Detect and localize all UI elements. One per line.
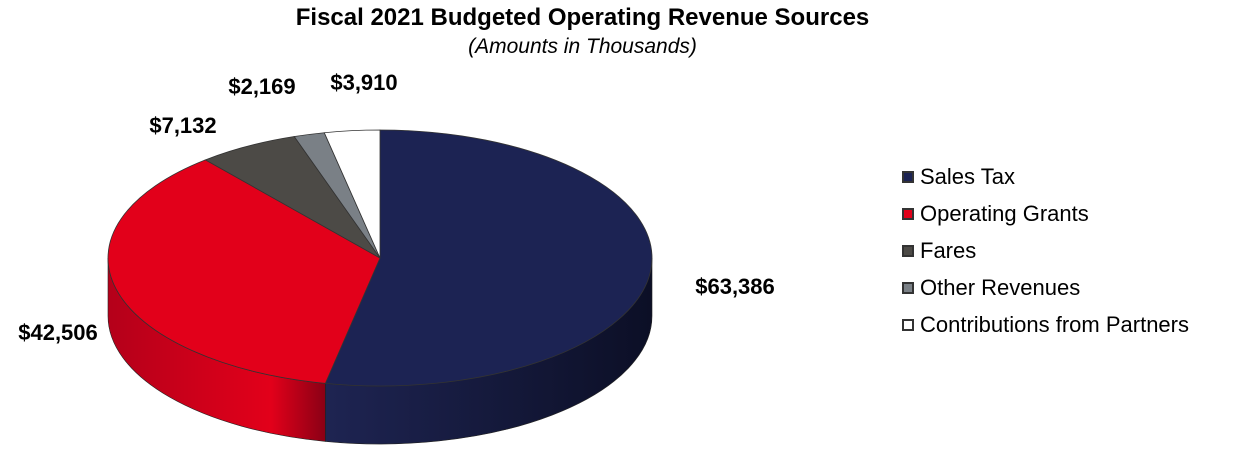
- data-label-other-revenues: $2,169: [228, 74, 295, 99]
- legend-item-operating-grants: Operating Grants: [902, 195, 1189, 232]
- pie-data-labels: $63,386 $42,506 $7,132 $2,169 $3,910: [18, 70, 775, 345]
- legend-label: Sales Tax: [920, 163, 1015, 189]
- legend-item-sales-tax: Sales Tax: [902, 158, 1189, 195]
- pie-slices: [107, 129, 653, 387]
- pie-slice-sales-tax: [324, 129, 653, 387]
- data-label-contributions-from-partners: $3,910: [330, 70, 397, 95]
- chart-title: Fiscal 2021 Budgeted Operating Revenue S…: [295, 4, 870, 31]
- data-label-fares: $7,132: [149, 113, 216, 138]
- data-label-operating-grants: $42,506: [18, 320, 98, 345]
- legend-swatch: [902, 318, 914, 331]
- legend-swatch: [902, 207, 914, 220]
- legend-label: Contributions from Partners: [920, 311, 1189, 337]
- legend-item-other-revenues: Other Revenues: [902, 269, 1189, 306]
- legend-swatch: [902, 170, 914, 183]
- legend-swatch: [902, 244, 914, 257]
- legend-item-fares: Fares: [902, 232, 1189, 269]
- data-label-sales-tax: $63,386: [695, 274, 775, 299]
- legend-swatch: [902, 281, 914, 294]
- legend-label: Operating Grants: [920, 200, 1089, 226]
- chart-subtitle: (Amounts in Thousands): [468, 35, 697, 58]
- legend-label: Fares: [920, 237, 977, 263]
- legend: Sales Tax Operating Grants Fares Other Reve…: [902, 158, 1189, 343]
- legend-label: Other Revenues: [920, 274, 1081, 300]
- pie-slice-operating-grants: [107, 159, 381, 384]
- legend-item-contributions-from-partners: Contributions from Partners: [902, 306, 1189, 343]
- pie-slice-contributions-from-partners: [323, 129, 381, 259]
